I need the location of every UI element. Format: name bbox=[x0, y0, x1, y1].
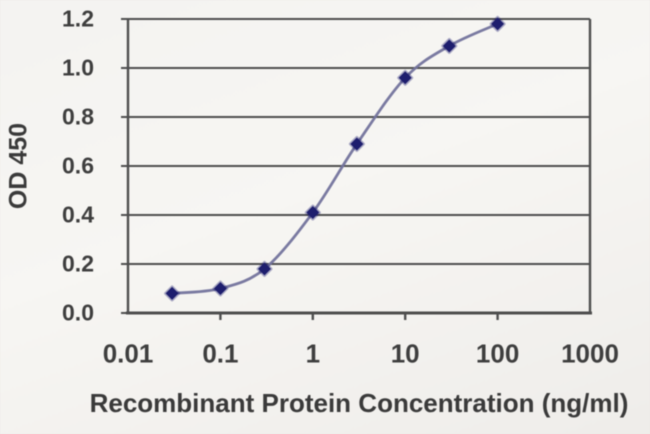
y-tick-label: 0.6 bbox=[62, 152, 94, 179]
data-point-marker bbox=[164, 285, 181, 302]
y-tick-label: 0.4 bbox=[62, 201, 94, 228]
data-point-marker bbox=[256, 260, 273, 277]
data-point-marker bbox=[489, 15, 506, 32]
data-point-marker bbox=[304, 204, 321, 221]
x-tick-label: 0.01 bbox=[102, 338, 154, 369]
y-tick-label: 1.2 bbox=[62, 5, 94, 32]
data-point-marker bbox=[397, 69, 414, 86]
x-tick-label: 10 bbox=[390, 338, 420, 369]
y-axis-title: OD 450 bbox=[4, 122, 33, 210]
x-axis-title: Recombinant Protein Concentration (ng/ml… bbox=[89, 388, 629, 418]
data-point-marker bbox=[212, 280, 229, 297]
axis-tick-marks bbox=[121, 18, 499, 320]
x-tick-label: 1000 bbox=[561, 338, 619, 369]
x-tick-label: 100 bbox=[475, 338, 520, 369]
data-point-markers bbox=[164, 15, 506, 302]
data-point-marker bbox=[348, 135, 365, 152]
y-tick-label: 0.2 bbox=[62, 250, 94, 277]
x-tick-label: 0.1 bbox=[202, 338, 239, 369]
x-tick-label: 1 bbox=[305, 338, 321, 369]
y-tick-label: 0.8 bbox=[62, 103, 94, 130]
data-curve bbox=[170, 22, 499, 295]
y-tick-label: 0.0 bbox=[62, 299, 94, 326]
y-tick-label: 1.0 bbox=[62, 54, 94, 81]
data-point-marker bbox=[441, 37, 458, 54]
gridlines bbox=[128, 18, 590, 314]
